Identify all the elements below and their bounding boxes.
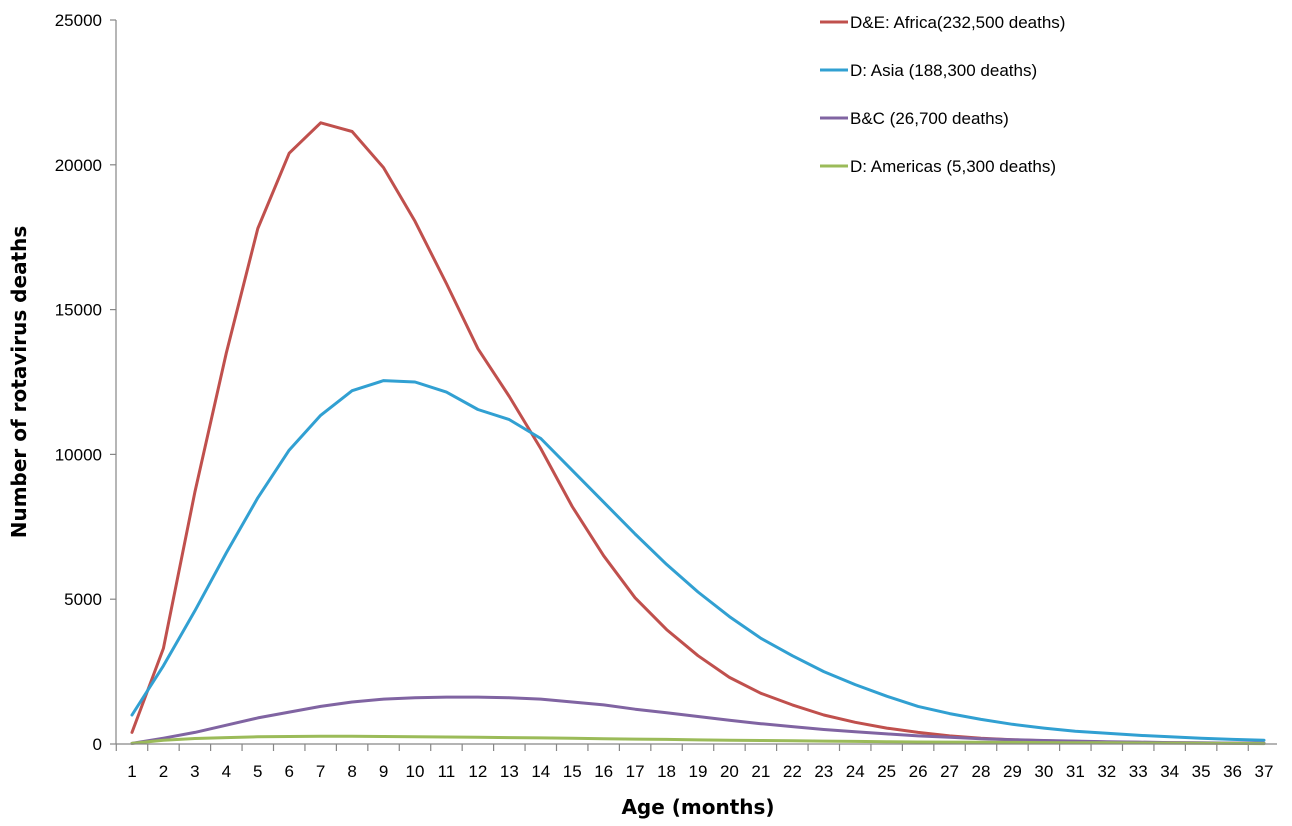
x-tick-label: 34 [1160,762,1179,781]
x-tick-label: 6 [284,762,293,781]
x-tick-label: 28 [972,762,991,781]
x-tick-label: 10 [406,762,425,781]
legend-label: D: Asia (188,300 deaths) [850,61,1037,80]
x-tick-label: 29 [1003,762,1022,781]
x-tick-label: 13 [500,762,519,781]
y-tick-label: 20000 [55,156,102,175]
y-axis-title: Number of rotavirus deaths [7,226,31,539]
x-tick-label: 24 [846,762,865,781]
x-tick-label: 25 [877,762,896,781]
x-axis-title: Age (months) [621,795,774,819]
x-tick-label: 31 [1066,762,1085,781]
x-tick-label: 5 [253,762,262,781]
x-tick-label: 22 [783,762,802,781]
x-tick-label: 35 [1192,762,1211,781]
x-tick-label: 37 [1255,762,1274,781]
series-line-d-asia-188-300-deaths [130,379,1266,742]
x-tick-label: 1 [127,762,136,781]
x-tick-label: 18 [657,762,676,781]
legend-label: B&C (26,700 deaths) [850,109,1009,128]
x-tick-label: 16 [594,762,613,781]
x-tick-label: 33 [1129,762,1148,781]
series-lines [130,121,1266,746]
x-tick-label: 32 [1097,762,1116,781]
series-line-d-americas-5-300-deaths [130,734,1266,746]
x-tick-label: 15 [563,762,582,781]
x-tick-label: 8 [347,762,356,781]
x-tick-label: 19 [689,762,708,781]
x-tick-label: 9 [379,762,388,781]
x-tick-label: 3 [190,762,199,781]
legend-label: D&E: Africa(232,500 deaths) [850,13,1065,32]
x-tick-label: 27 [940,762,959,781]
y-tick-label: 5000 [64,590,102,609]
y-tick-label: 25000 [55,11,102,30]
series-line-d-e-africa-232-500-deaths [130,121,1266,745]
y-axis-ticks: 0 5000 10000 15000 20000 25000 [55,11,116,754]
x-tick-label: 20 [720,762,739,781]
legend-label: D: Americas (5,300 deaths) [850,157,1056,176]
x-tick-label: 21 [751,762,770,781]
x-tick-label: 4 [222,762,231,781]
x-tick-label: 30 [1034,762,1053,781]
x-tick-label: 17 [626,762,645,781]
x-tick-label: 26 [909,762,928,781]
x-tick-label: 23 [814,762,833,781]
x-tick-label: 14 [531,762,550,781]
x-tick-label: 11 [438,762,456,781]
x-tick-label: 7 [316,762,325,781]
x-tick-label: 36 [1223,762,1242,781]
legend: D&E: Africa(232,500 deaths) D: Asia (188,… [820,13,1065,176]
x-tick-label: 2 [159,762,168,781]
x-axis-ticks: 1 2 3 4 5 6 7 8 9 10 11 12 13 14 15 16 17 18 19 20 21 22 23 24 2… [115,744,1274,781]
series-line-b-c-26-700-deaths [130,695,1266,745]
y-tick-label: 10000 [55,445,102,464]
y-tick-label: 15000 [55,301,102,320]
y-tick-label: 0 [93,735,102,754]
x-tick-label: 12 [468,762,487,781]
